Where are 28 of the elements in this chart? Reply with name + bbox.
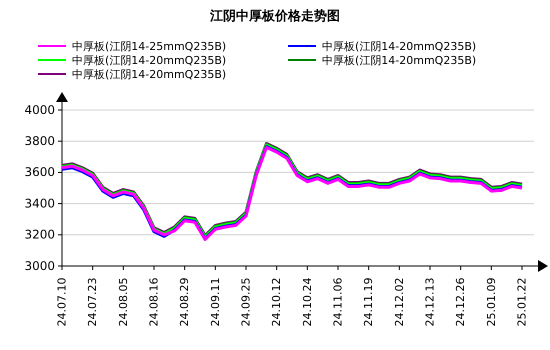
x-tick-label: 24.07.23 — [86, 278, 100, 326]
x-tick-label: 24.11.06 — [332, 278, 345, 326]
y-tick-label: 4000 — [24, 102, 55, 117]
legend-label: 中厚板(江阴14-20mmQ235B) — [72, 54, 226, 67]
x-tick-label: 24.10.24 — [300, 278, 314, 326]
x-tick-label: 24.12.02 — [392, 278, 406, 326]
legend-label: 中厚板(江阴14-20mmQ235B) — [322, 40, 476, 53]
y-tick-label: 3600 — [24, 165, 55, 180]
x-tick-label: 24.08.29 — [178, 278, 192, 326]
x-tick-label: 24.07.10 — [56, 278, 69, 326]
legend-label: 中厚板(江阴14-20mmQ235B) — [322, 54, 476, 67]
legend-label: 中厚板(江阴14-25mmQ235B) — [72, 40, 226, 53]
x-tick-label: 24.09.11 — [208, 278, 222, 326]
x-tick-label: 24.08.16 — [148, 278, 161, 326]
y-tick-label: 3200 — [24, 228, 55, 242]
y-tick-label: 3000 — [24, 258, 55, 273]
x-tick-label: 24.10.12 — [270, 278, 284, 326]
x-tick-label: 24.12.26 — [454, 278, 468, 326]
chart-title: 江阴中厚板价格走势图 — [209, 8, 340, 24]
y-tick-label: 3800 — [24, 134, 55, 148]
x-tick-label: 24.08.05 — [116, 278, 130, 326]
x-tick-label: 25.01.09 — [484, 278, 498, 326]
x-tick-label: 24.12.13 — [424, 278, 437, 326]
y-tick-label: 3400 — [24, 196, 55, 210]
legend-label: 中厚板(江阴14-20mmQ235B) — [72, 68, 226, 81]
x-tick-label: 24.09.25 — [240, 278, 253, 326]
x-tick-label: 24.11.19 — [362, 278, 376, 326]
x-tick-label: 25.01.22 — [516, 278, 529, 326]
